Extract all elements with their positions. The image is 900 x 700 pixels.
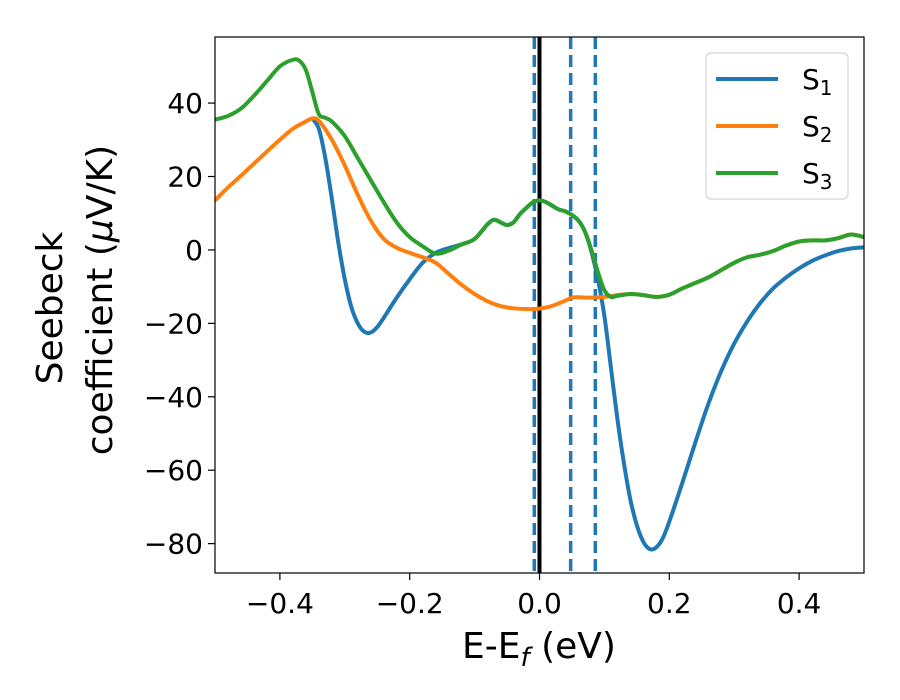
legend-label-s3: S3 xyxy=(802,157,833,194)
y-tick-label: 20 xyxy=(167,161,203,194)
x-tick-label: −0.4 xyxy=(246,587,314,620)
y-axis-label-line1: Seebeck xyxy=(30,231,71,384)
x-tick-label: 0.2 xyxy=(647,587,692,620)
x-tick-label: 0.4 xyxy=(777,587,822,620)
x-tick-label: −0.2 xyxy=(376,587,444,620)
y-tick-label: 40 xyxy=(167,87,203,120)
x-tick-label: 0.0 xyxy=(517,587,562,620)
y-tick-label: −40 xyxy=(144,381,203,414)
legend-label-s2: S2 xyxy=(802,110,833,147)
legend: S1 S2 S3 xyxy=(705,52,849,200)
axis-ticks: −0.4 −0.2 0.0 0.2 0.4 40 20 0 −20 −40 −60 −80 xyxy=(144,87,821,620)
series-lines xyxy=(215,57,864,552)
y-tick-label: −20 xyxy=(144,307,203,340)
x-axis-label: E-Ef (eV) xyxy=(462,626,616,673)
y-tick-label: −80 xyxy=(144,528,203,561)
legend-label-s1: S1 xyxy=(802,63,833,100)
y-axis-label-line2: coefficient (μV/K) xyxy=(80,145,121,455)
y-tick-label: 0 xyxy=(185,234,203,267)
reference-lines xyxy=(532,37,598,573)
y-tick-label: −60 xyxy=(144,454,203,487)
series-line-s3 xyxy=(215,57,864,300)
